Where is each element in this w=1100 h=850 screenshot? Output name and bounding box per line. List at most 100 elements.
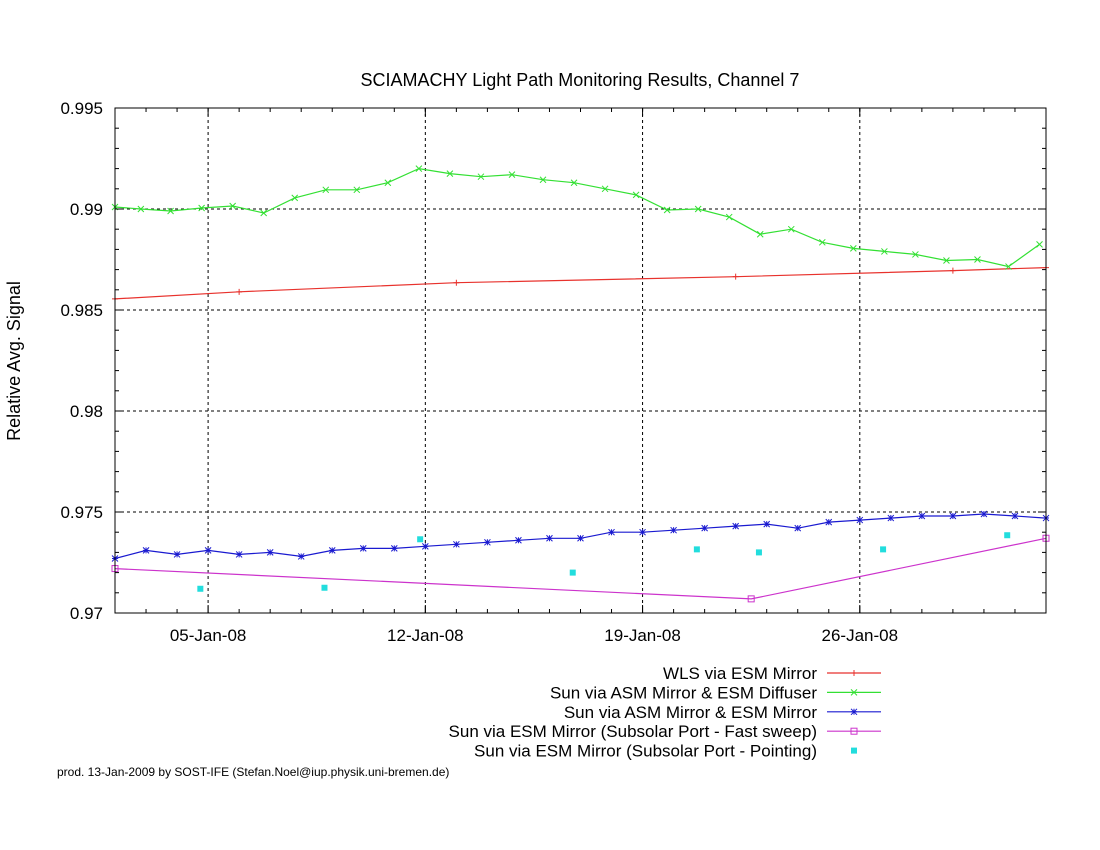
- data-point: [235, 551, 243, 558]
- data-point: [204, 547, 212, 554]
- data-point: [880, 546, 887, 553]
- series-1: [111, 165, 1043, 270]
- legend-swatch-marker: [851, 747, 857, 754]
- data-point: [632, 191, 640, 199]
- chart-title: SCIAMACHY Light Path Monitoring Results,…: [361, 70, 800, 90]
- data-point: [694, 205, 702, 213]
- data-point: [390, 545, 398, 552]
- data-point: [421, 542, 429, 550]
- data-point: [359, 545, 367, 552]
- legend-swatch-marker: [850, 708, 858, 716]
- data-point: [446, 170, 454, 178]
- data-point: [1036, 240, 1043, 248]
- x-tick-label: 12-Jan-08: [387, 626, 464, 645]
- data-point: [887, 514, 895, 522]
- legend-swatch-marker: [850, 727, 858, 735]
- data-point: [763, 520, 771, 528]
- data-point: [756, 230, 764, 238]
- data-point: [693, 546, 700, 553]
- data-point: [266, 549, 274, 556]
- data-point: [484, 538, 491, 546]
- data-point: [818, 238, 826, 246]
- data-point: [328, 547, 336, 554]
- data-point: [663, 206, 671, 214]
- data-point: [856, 516, 864, 524]
- series-0: [112, 264, 1049, 302]
- axes: 0.97 0.975 0.98 0.985 0.99 0.995 05-Jan-08 12-J…: [60, 99, 1046, 645]
- data-point: [601, 185, 609, 193]
- data-point: [477, 173, 485, 181]
- data-point: [949, 512, 957, 520]
- data-point: [639, 528, 646, 536]
- data-point: [577, 534, 584, 542]
- data-point: [849, 245, 857, 252]
- data-point: [322, 186, 330, 194]
- data-point: [943, 257, 950, 264]
- data-point: [137, 205, 145, 213]
- legend-label: Sun via ASM Mirror & ESM Diffuser: [550, 683, 817, 702]
- data-point: [570, 179, 578, 187]
- y-tick-label: 0.975: [60, 503, 103, 522]
- data-point: [747, 595, 755, 603]
- legend-label: Sun via ASM Mirror & ESM Mirror: [564, 703, 817, 722]
- data-point: [787, 225, 795, 233]
- series-2: [111, 510, 1050, 562]
- data-point: [1005, 263, 1012, 270]
- data-point: [142, 547, 150, 554]
- data-point: [353, 186, 361, 194]
- data-point: [980, 510, 988, 518]
- data-point: [569, 569, 576, 576]
- data-point: [1004, 532, 1011, 539]
- data-point: [608, 528, 615, 536]
- data-point: [453, 279, 460, 286]
- y-tick-label: 0.97: [70, 604, 103, 623]
- legend-label: Sun via ESM Mirror (Subsolar Port - Poin…: [474, 742, 817, 761]
- data-point: [321, 584, 328, 591]
- data-point: [755, 549, 762, 556]
- y-tick-label: 0.98: [70, 402, 103, 421]
- grid: [115, 108, 1046, 613]
- data-point: [539, 176, 547, 184]
- y-tick-label: 0.985: [60, 301, 103, 320]
- data-point: [260, 209, 268, 217]
- y-axis-label: Relative Avg. Signal: [4, 281, 24, 441]
- data-point: [949, 267, 956, 274]
- x-tick-label: 19-Jan-08: [604, 626, 681, 645]
- data-point: [229, 202, 237, 210]
- data-point: [1011, 512, 1019, 520]
- data-point: [384, 179, 392, 187]
- data-point: [415, 165, 423, 172]
- x-tick-label: 26-Jan-08: [822, 626, 899, 645]
- data-point: [453, 540, 460, 548]
- series-line: [114, 537, 1047, 600]
- data-point: [701, 524, 708, 532]
- data-point: [198, 204, 205, 212]
- data-point: [291, 194, 299, 202]
- data-point: [825, 518, 833, 526]
- data-point: [794, 524, 802, 532]
- data-point: [912, 251, 919, 258]
- data-point: [515, 536, 522, 544]
- x-tick-label: 05-Jan-08: [170, 626, 247, 645]
- data-point: [197, 585, 204, 592]
- data-point: [918, 512, 926, 520]
- series-4: [197, 532, 1011, 592]
- data-point: [725, 213, 733, 221]
- legend-label: WLS via ESM Mirror: [663, 664, 817, 683]
- data-point: [670, 526, 677, 534]
- series-3: [111, 534, 1050, 603]
- data-point: [881, 248, 888, 255]
- plot-series: [111, 165, 1050, 603]
- data-point: [974, 256, 981, 263]
- data-point: [173, 551, 181, 558]
- data-point: [508, 171, 516, 179]
- data-point: [297, 553, 305, 560]
- data-point: [236, 288, 243, 295]
- series-line: [114, 167, 1040, 268]
- legend-label: Sun via ESM Mirror (Subsolar Port - Fast…: [449, 722, 817, 741]
- data-point: [167, 207, 174, 215]
- y-tick-label: 0.995: [60, 99, 103, 118]
- data-point: [732, 273, 739, 280]
